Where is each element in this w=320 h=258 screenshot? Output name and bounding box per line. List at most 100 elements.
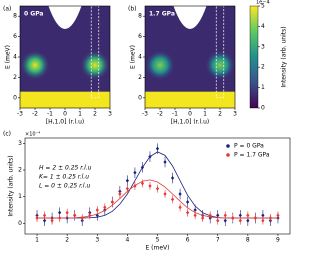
data-point [223,213,227,218]
kinematic-limit [173,6,207,29]
y-tick-label: 1 [18,193,22,200]
data-point [186,210,190,215]
y-tick-label: 6 [138,33,142,40]
annotation: L = 0 ± 0.25 r.l.u [39,183,91,190]
data-point [73,213,77,218]
data-point [170,176,175,180]
x-tick-label: 6 [186,237,190,244]
y-tick-label: 0 [18,220,22,227]
data-point [238,218,242,223]
y-tick-label: 4 [13,54,17,61]
x-tick-label: 0 [63,111,67,118]
data-point [193,213,197,218]
data-point [261,213,265,218]
data-point [133,170,137,175]
data-point [246,218,250,223]
x-tick-label: 2 [93,111,97,118]
x-axis-label: [H,1,0] (r.l.u) [171,119,209,126]
data-point [58,216,62,220]
data-point [118,192,122,196]
x-axis-label: E (meV) [145,245,169,252]
data-point [201,216,205,220]
data-point [110,200,114,204]
colorbar-tick-label: 1 [261,84,265,91]
data-point [125,186,129,191]
data-point [50,218,54,223]
x-tick-label: -3 [17,111,23,118]
colorbar-offset: 1e−4 [256,0,270,6]
y-tick-label: 2 [18,167,22,174]
heatmap-feature [145,50,175,81]
x-tick-label: 2 [218,111,222,118]
figure: (a) 0 GPa -3 -2 -1 0 1 2 3 0 2 4 6 8 [H,1,0] (r.l.u) E … [3,0,291,252]
data-point [178,205,182,210]
data-point [276,213,280,218]
data-point [148,154,152,159]
x-tick-label: -2 [32,111,38,118]
x-tick-label: 3 [233,111,237,118]
colorbar-tick-label: 5 [261,3,265,10]
data-point [216,218,220,223]
data-point [65,210,69,215]
data-point [238,213,242,218]
data-point [268,216,273,220]
x-tick-label: 1 [203,111,207,118]
legend-marker [226,144,230,148]
colorbar-tick-label: 3 [261,43,265,50]
heatmap-feature [205,50,235,81]
legend-label: P = 1.7 GPa [234,152,270,159]
data-point [35,216,39,220]
data-point [170,197,175,202]
colorbar-tick-label: 4 [261,23,265,30]
legend-label: P = 0 GPa [234,143,264,150]
data-point [95,208,99,212]
data-point [246,213,250,218]
data-point [42,213,47,218]
annotation: H = 2 ± 0.25 r.l.u [39,165,92,172]
y-tick-label: 6 [13,33,17,40]
colorbar [249,5,259,109]
colorbar-tick-label: 0 [261,105,265,112]
y-tick-label: 8 [13,13,17,20]
y-tick-label: 4 [138,54,142,61]
data-point [88,213,92,218]
heatmap-band [20,91,110,108]
data-point [163,192,167,196]
x-tick-label: -1 [172,111,178,118]
x-tick-label: -2 [157,111,163,118]
x-tick-label: 3 [95,237,99,244]
heatmap-feature [80,50,110,81]
data-point [216,213,220,218]
y-offset-label: ×10⁻⁴ [25,132,40,138]
y-tick-label: 0 [13,94,17,101]
y-axis-label: Intensity (arb. units) [8,155,15,216]
panel-label: (a) [3,6,11,13]
data-point [253,216,257,220]
x-tick-label: 8 [246,237,250,244]
x-tick-label: 5 [156,237,160,244]
x-tick-label: 2 [65,237,69,244]
data-point [42,218,47,223]
x-tick-label: 0 [188,111,192,118]
data-point [261,218,265,223]
y-tick-label: 3 [18,140,22,147]
y-tick-label: 2 [13,74,17,81]
y-tick-label: 2 [138,74,142,81]
colorbar-label: Intensity (arb. units) [281,26,288,87]
legend-marker [226,153,230,157]
data-point [148,184,152,188]
y-tick-label: 0 [138,94,142,101]
data-point [140,165,145,170]
panel-title: 0 GPa [24,11,43,18]
x-tick-label: 1 [78,111,82,118]
y-axis-label: E (meV) [5,45,12,69]
heatmap-feature [20,50,50,81]
data-point [155,186,160,191]
x-axis-label: [H,1,0] (r.l.u) [46,119,84,126]
data-point [208,213,212,218]
x-tick-label: 9 [276,237,280,244]
panel-label: (c) [3,131,11,138]
x-tick-label: 3 [108,111,112,118]
x-tick-label: -1 [47,111,53,118]
data-point [80,216,84,220]
